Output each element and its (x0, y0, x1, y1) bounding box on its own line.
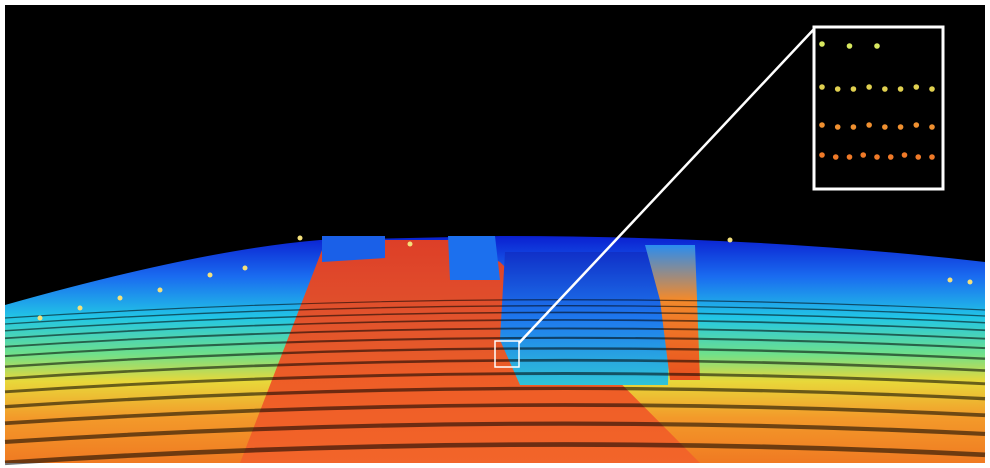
far-vehicle (448, 236, 500, 280)
far-point (78, 306, 83, 311)
inset-point (847, 43, 853, 49)
inset-point (898, 124, 904, 130)
far-point (948, 278, 953, 283)
inset-point (874, 154, 880, 160)
inset-point (866, 84, 872, 90)
inset-point (929, 124, 935, 130)
inset-point (851, 124, 857, 130)
inset-point (819, 122, 825, 128)
inset-point (860, 152, 866, 158)
inset-point (819, 41, 825, 47)
inset-point (888, 154, 894, 160)
inset-point (847, 154, 853, 160)
inset-point (835, 124, 841, 130)
inset-point (913, 122, 919, 128)
far-point (208, 273, 213, 278)
zoom-inset (814, 27, 943, 189)
lidar-image (0, 0, 990, 468)
inset-point (898, 86, 904, 92)
inset-point (833, 154, 839, 160)
inset-point (819, 152, 825, 158)
inset-point (882, 86, 888, 92)
inset-point (851, 86, 857, 92)
inset-point (835, 86, 841, 92)
far-point (38, 316, 43, 321)
inset-point (866, 122, 872, 128)
far-object (322, 236, 385, 262)
inset-point (902, 152, 908, 158)
far-point (118, 296, 123, 301)
inset-point (929, 154, 935, 160)
inset-point (913, 84, 919, 90)
far-point (408, 242, 413, 247)
inset-point (915, 154, 921, 160)
far-point (243, 266, 248, 271)
far-point (728, 238, 733, 243)
page: (() => { const data = JSON.parse(documen… (0, 0, 990, 468)
far-point (158, 288, 163, 293)
inset-point (819, 84, 825, 90)
far-point (968, 280, 973, 285)
inset-point (929, 86, 935, 92)
far-point (298, 236, 303, 241)
inset-point (882, 124, 888, 130)
inset-point (874, 43, 880, 49)
